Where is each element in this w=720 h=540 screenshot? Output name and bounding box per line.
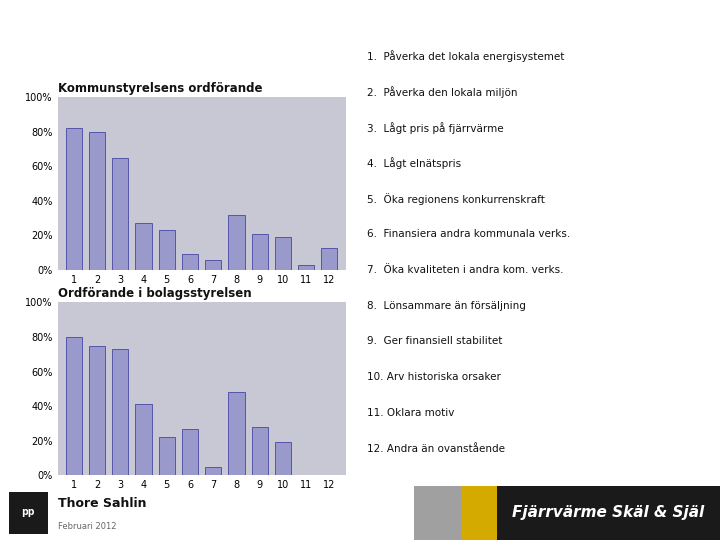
Text: 8.  Lönsammare än försäljning: 8. Lönsammare än försäljning [367,301,526,310]
Bar [228,215,245,270]
FancyBboxPatch shape [414,486,461,540]
Text: 11. Oklara motiv: 11. Oklara motiv [367,408,454,418]
Text: Ordförande i bolagsstyrelsen: Ordförande i bolagsstyrelsen [58,287,251,300]
Text: 5.  Öka regionens konkurrenskraft: 5. Öka regionens konkurrenskraft [367,193,545,205]
Text: Motiv för en kommun att äga energibolag: Motiv för en kommun att äga energibolag [18,15,376,30]
Text: 6.  Finansiera andra kommunala verks.: 6. Finansiera andra kommunala verks. [367,229,570,239]
Text: 4.  Lågt elnätspris: 4. Lågt elnätspris [367,158,462,170]
Text: 1.  Påverka det lokala energisystemet: 1. Påverka det lokala energisystemet [367,50,564,62]
Bar [89,132,105,270]
Text: pp: pp [22,507,35,517]
Bar [112,349,128,475]
Bar [205,467,221,475]
Bar [228,392,245,475]
Bar [182,254,198,270]
Text: 10. Arv historiska orsaker: 10. Arv historiska orsaker [367,372,501,382]
Text: 7.  Öka kvaliteten i andra kom. verks.: 7. Öka kvaliteten i andra kom. verks. [367,265,564,275]
Bar [321,247,338,270]
Bar [275,442,291,475]
FancyBboxPatch shape [497,486,720,540]
Bar [205,260,221,270]
Bar [89,346,105,475]
Bar [275,237,291,270]
Bar [112,158,128,270]
Text: 9.  Ger finansiell stabilitet: 9. Ger finansiell stabilitet [367,336,503,346]
Bar [158,230,175,270]
Bar [158,437,175,475]
Bar [251,234,268,270]
Text: Thore Sahlin: Thore Sahlin [58,497,146,510]
Text: Fjärrvärme Skäl & Själ: Fjärrvärme Skäl & Själ [512,505,705,521]
Bar [66,129,82,270]
FancyBboxPatch shape [461,486,497,540]
FancyBboxPatch shape [9,492,48,534]
Bar [298,265,314,270]
Bar [251,427,268,475]
Bar [66,337,82,475]
Bar [135,404,152,475]
Bar [182,429,198,475]
Bar [135,224,152,270]
Text: 2.  Påverka den lokala miljön: 2. Påverka den lokala miljön [367,86,518,98]
Text: Kommunstyrelsens ordförande: Kommunstyrelsens ordförande [58,82,262,94]
Text: Februari 2012: Februari 2012 [58,522,116,531]
Text: 12. Andra än ovanstående: 12. Andra än ovanstående [367,444,505,454]
Text: 3.  Lågt pris på fjärrvärme: 3. Lågt pris på fjärrvärme [367,122,504,133]
